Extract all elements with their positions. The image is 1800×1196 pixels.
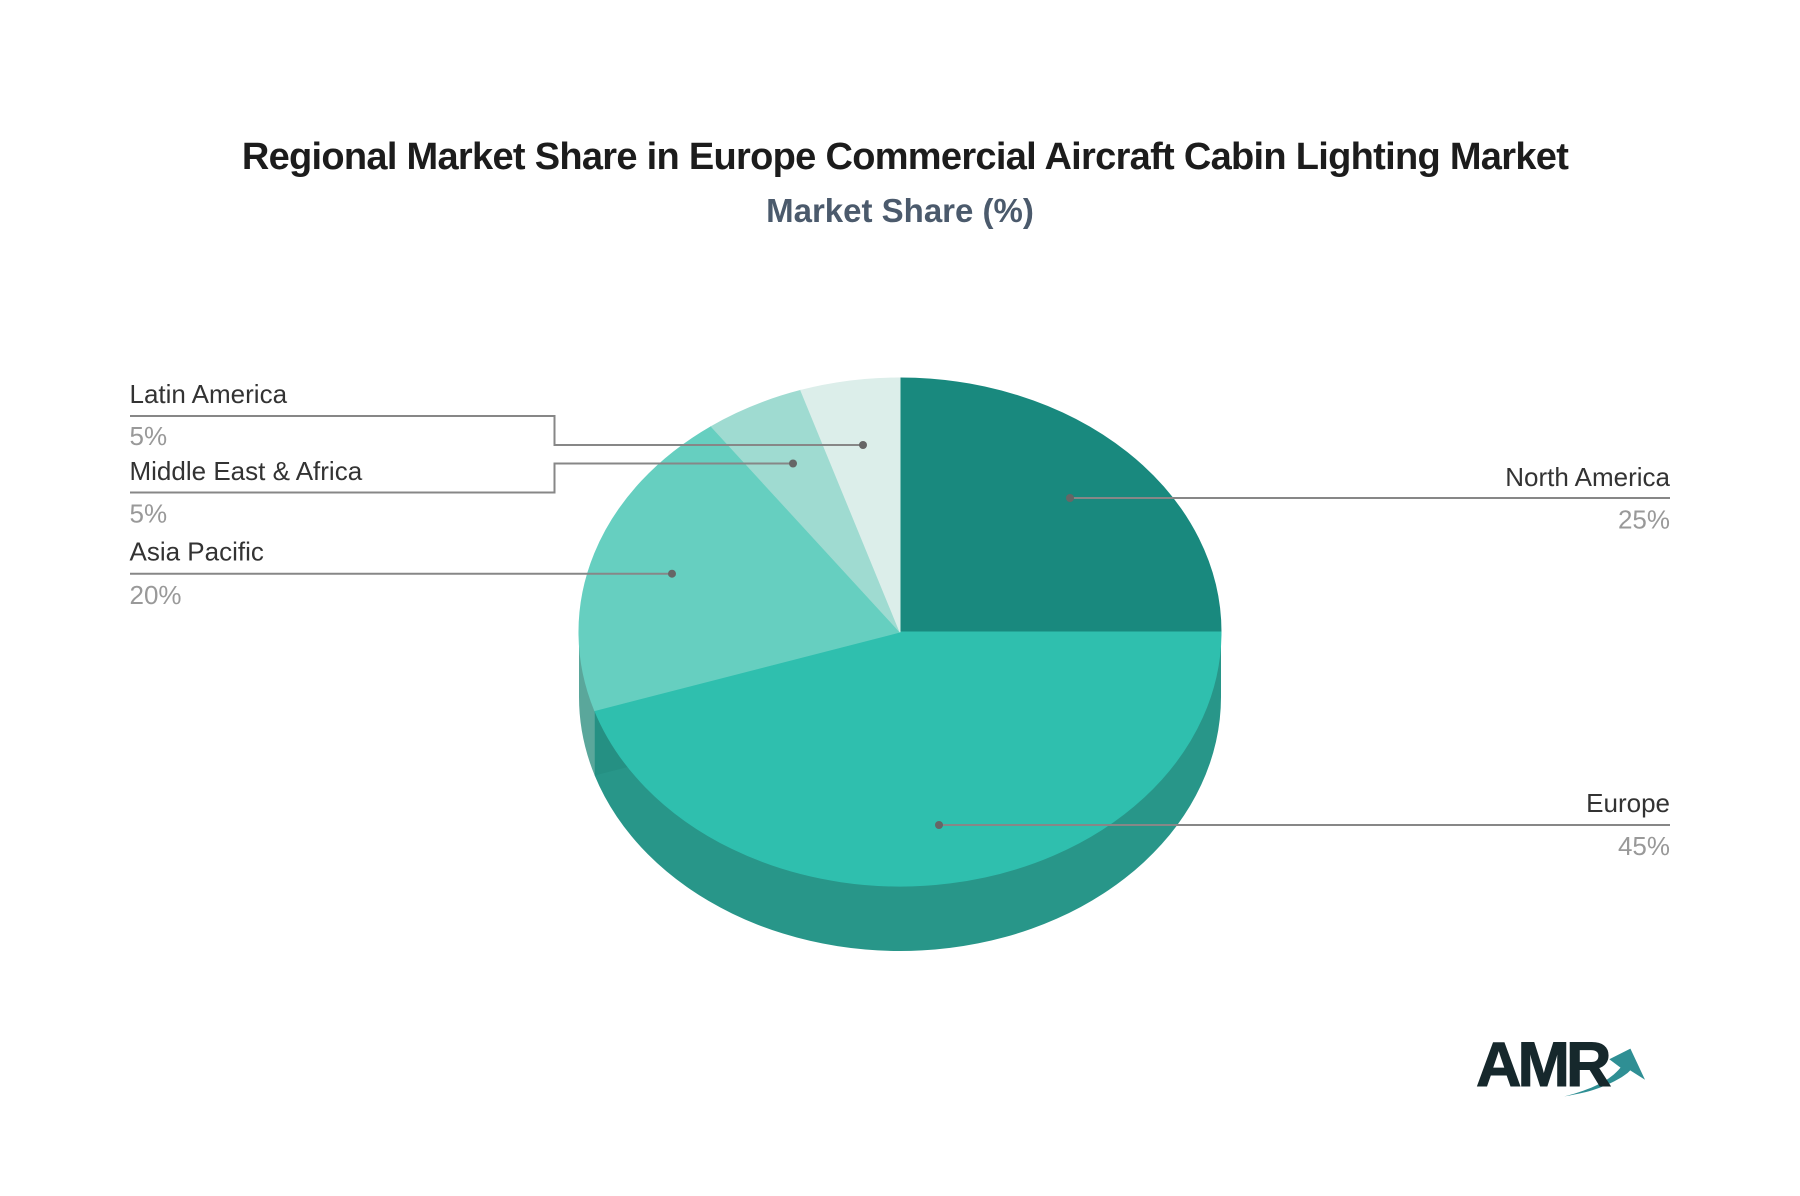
svg-text:North America: North America [1505,462,1670,492]
svg-text:25%: 25% [1618,504,1670,534]
svg-text:45%: 45% [1618,831,1670,861]
svg-text:5%: 5% [130,499,168,529]
svg-text:Latin America: Latin America [130,379,288,409]
svg-text:Asia Pacific: Asia Pacific [130,537,264,567]
svg-text:Middle East & Africa: Middle East & Africa [130,456,363,486]
svg-text:Regional Market Share in Europ: Regional Market Share in Europe Commerci… [242,136,1569,178]
svg-text:Europe: Europe [1586,788,1670,818]
svg-text:Market Share (%): Market Share (%) [766,192,1034,229]
svg-text:AMR: AMR [1476,1030,1611,1100]
svg-text:5%: 5% [130,421,168,451]
svg-text:20%: 20% [130,580,182,610]
